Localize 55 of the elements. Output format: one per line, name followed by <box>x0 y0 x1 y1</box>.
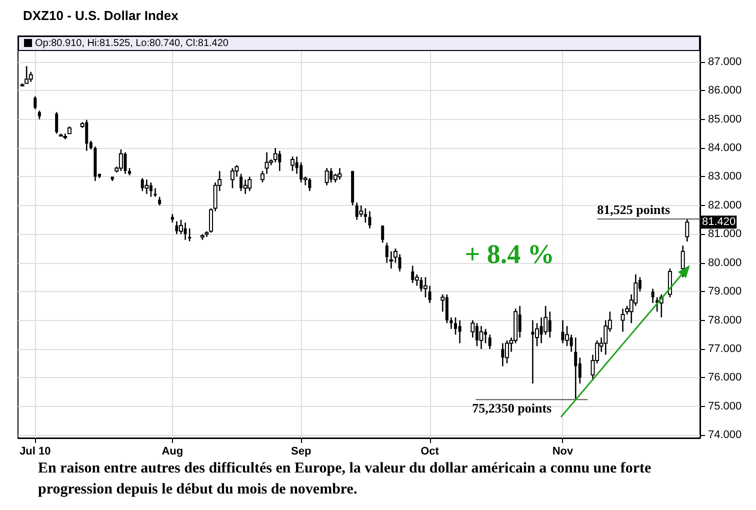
candlestick <box>24 66 29 84</box>
candlestick <box>234 164 239 178</box>
y-tick-label: 77.000 <box>708 342 742 355</box>
y-tick-label: 80.000 <box>708 256 742 269</box>
x-tick-label: Aug <box>162 446 184 458</box>
y-tick-label: 82.000 <box>708 199 742 212</box>
candlestick <box>154 188 157 198</box>
annotation: 81.420 <box>702 216 736 228</box>
annotation: 75,2350 points <box>472 400 552 416</box>
candlestick <box>188 228 192 242</box>
y-tick-label: 81.000 <box>708 228 742 240</box>
candlestick <box>620 308 625 332</box>
y-tick-label: 85.000 <box>708 113 742 126</box>
candlestick <box>470 320 475 338</box>
annotation: 81,525 points <box>597 202 670 218</box>
candlestick <box>479 325 484 350</box>
candlestick <box>55 111 58 134</box>
candlestick <box>368 210 372 230</box>
y-tick-label: 79.000 <box>708 286 742 298</box>
candlestick <box>574 336 578 400</box>
candlestick <box>243 178 248 195</box>
y-tick-label: 87.000 <box>708 56 742 68</box>
y-tick-label: 75.000 <box>708 400 742 412</box>
annotation: Op:80.910, Hi:81.525, Lo:80.740, Cl:81.420 <box>35 38 228 49</box>
candlestick <box>381 224 384 244</box>
candlestick <box>338 167 342 180</box>
chart-title: DXZ10 - U.S. Dollar Index <box>23 8 180 23</box>
y-tick-label: 78.000 <box>708 314 742 326</box>
candlestick <box>454 316 458 336</box>
candlestick <box>680 244 685 278</box>
candlestick <box>685 218 690 242</box>
candlestick <box>144 178 149 195</box>
candlestick <box>604 320 608 356</box>
candlestick <box>359 204 364 218</box>
candlestick <box>324 167 329 186</box>
text: En raison entre autres des difficultés en Europe, la valeur du dollar américain a connu une forte progression depuis le début du mois de novembre. <box>38 460 655 498</box>
y-tick-label: 76.000 <box>708 372 742 384</box>
x-tick-label: Nov <box>552 446 574 458</box>
candlestick <box>34 96 37 110</box>
candlestick <box>668 268 672 298</box>
candlestick <box>488 334 492 350</box>
y-tick-label: 83.000 <box>708 170 742 183</box>
annotation: + 8.4 % <box>464 239 554 269</box>
x-tick-label: Oct <box>420 446 440 458</box>
y-tick-label: 74.000 <box>708 429 742 442</box>
candlestick <box>118 148 123 172</box>
candlestick <box>28 71 33 83</box>
x-tick-label: Jul 10 <box>20 446 51 458</box>
candlestick <box>651 288 654 304</box>
x-tick-label: Sep <box>291 446 312 458</box>
y-tick-label: 84.000 <box>708 142 742 154</box>
y-tick-label: 86.000 <box>708 84 742 97</box>
candlestick <box>248 176 252 192</box>
candlestick <box>458 320 462 344</box>
candlestick <box>290 156 295 172</box>
